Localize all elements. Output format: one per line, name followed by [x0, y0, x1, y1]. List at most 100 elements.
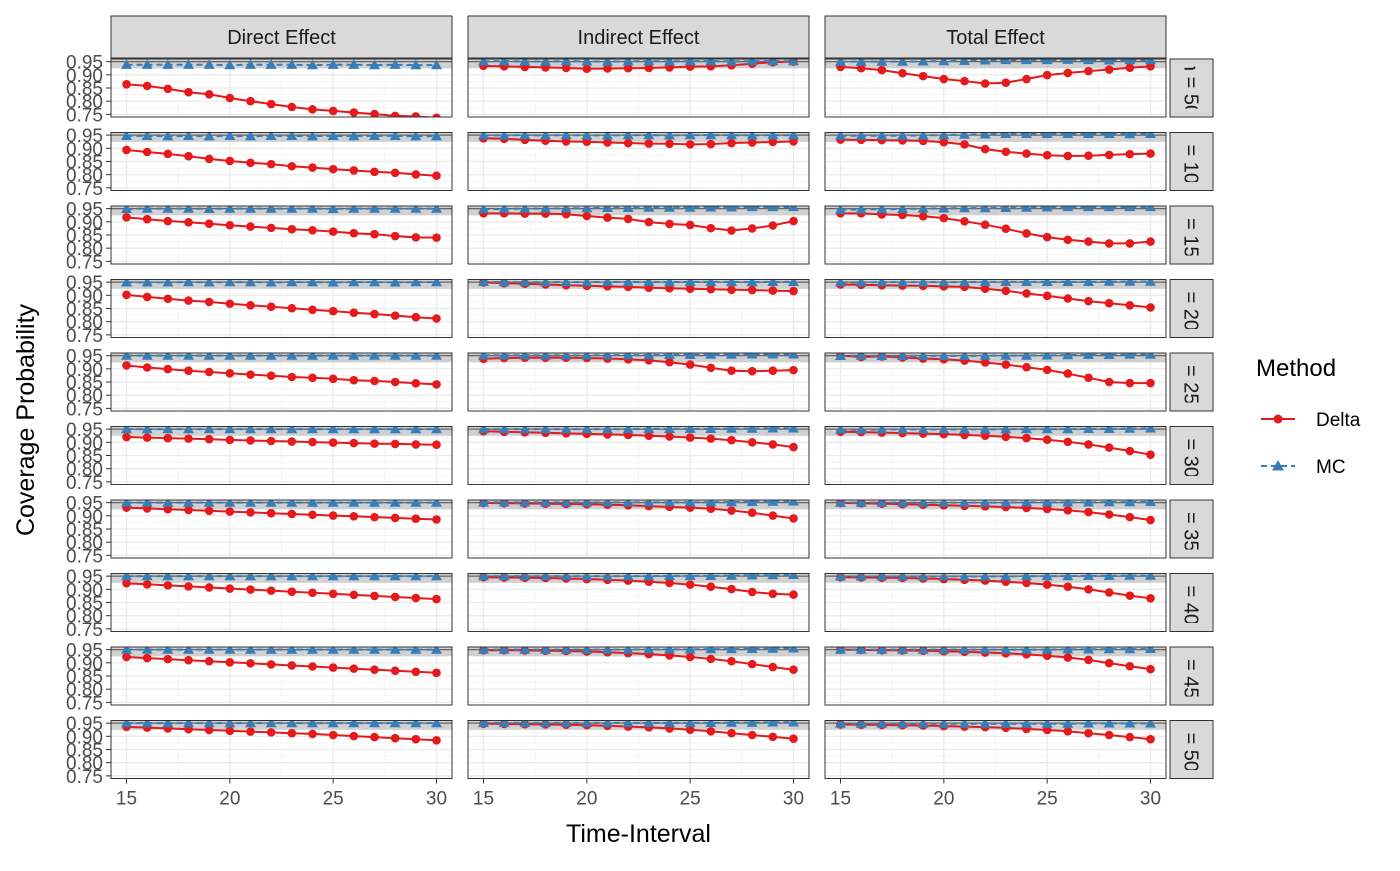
data-point [1002, 287, 1011, 296]
data-point [1084, 297, 1093, 306]
data-point [432, 595, 441, 604]
data-point [267, 224, 276, 233]
data-point [308, 226, 317, 235]
data-point [727, 139, 736, 148]
data-point [727, 436, 736, 445]
y-tick-label: 0.95 [66, 273, 103, 294]
data-point [184, 152, 193, 161]
data-point [1084, 656, 1093, 665]
data-point [1126, 63, 1135, 72]
data-point [748, 224, 757, 233]
data-point [1022, 149, 1031, 158]
facet-strip-right: n = 200 [1170, 275, 1213, 342]
facet-strip-right: n = 450 [1170, 642, 1213, 709]
data-point [267, 371, 276, 380]
data-point [686, 580, 695, 589]
data-point [370, 310, 379, 319]
data-point [226, 299, 235, 308]
data-point [769, 733, 778, 742]
data-point [1002, 360, 1011, 369]
data-point [329, 307, 338, 316]
data-point [1043, 233, 1052, 242]
y-axis: 0.750.800.850.900.95 [66, 494, 111, 568]
data-point [1084, 373, 1093, 382]
data-point [308, 105, 317, 114]
data-point [665, 220, 674, 229]
data-point [1043, 71, 1052, 80]
data-point [288, 373, 297, 382]
data-point [329, 165, 338, 174]
data-point [878, 66, 887, 75]
data-point [707, 655, 716, 664]
data-point [350, 512, 359, 521]
facet-strip-right: n = 150 [1170, 201, 1213, 268]
x-tick-label: 25 [680, 789, 701, 810]
data-point [789, 590, 798, 599]
facet-strip-right: n = 100 [1170, 128, 1213, 195]
y-axis: 0.750.800.850.900.95 [66, 126, 111, 200]
data-point [246, 97, 255, 106]
y-axis: 0.750.800.850.900.95 [66, 273, 111, 347]
data-point [1126, 239, 1135, 248]
data-point [350, 664, 359, 673]
data-point [940, 75, 949, 84]
data-point [122, 213, 131, 222]
data-point [391, 311, 400, 320]
data-point [226, 94, 235, 103]
facet-panel [468, 643, 809, 705]
data-point [1022, 289, 1031, 298]
data-point [789, 287, 798, 296]
data-point [370, 230, 379, 239]
data-point [1105, 443, 1114, 452]
y-tick-label: 0.95 [66, 347, 103, 368]
data-point [122, 290, 131, 299]
y-tick-label: 0.95 [66, 420, 103, 441]
data-point [1146, 450, 1155, 459]
data-point [1064, 369, 1073, 378]
facet-panel [111, 276, 452, 338]
data-point [391, 232, 400, 241]
data-point [122, 146, 131, 155]
data-point [288, 729, 297, 738]
y-axis: 0.750.800.850.900.95 [66, 347, 111, 421]
data-point [1105, 299, 1114, 308]
data-point [1105, 510, 1114, 519]
data-point [940, 214, 949, 223]
x-axis-title: Time-Interval [566, 820, 711, 848]
data-point [370, 665, 379, 674]
data-point [432, 440, 441, 449]
data-point [919, 72, 928, 81]
data-point [164, 217, 173, 226]
data-point [748, 286, 757, 295]
data-point [919, 212, 928, 221]
data-point [624, 215, 633, 224]
data-point [267, 586, 276, 595]
facet-panel [111, 570, 452, 632]
data-point [308, 588, 317, 597]
legend-key-marker [1274, 415, 1283, 424]
data-point [748, 367, 757, 376]
data-point [1064, 235, 1073, 244]
data-point [412, 313, 421, 322]
data-point [226, 584, 235, 593]
data-point [789, 443, 798, 452]
data-point [769, 511, 778, 520]
data-point [288, 661, 297, 670]
data-point [184, 366, 193, 375]
facet-panel [111, 423, 452, 485]
data-point [1126, 447, 1135, 456]
data-point [226, 658, 235, 667]
facet-strip-right: n = 250 [1170, 348, 1213, 415]
data-point [267, 660, 276, 669]
data-point [727, 585, 736, 594]
data-point [665, 140, 674, 149]
y-axis: 0.750.800.850.900.95 [66, 641, 111, 715]
data-point [288, 304, 297, 313]
data-point [960, 140, 969, 149]
data-point [205, 155, 214, 164]
data-point [412, 667, 421, 676]
data-point [707, 434, 716, 443]
legend-label: MC [1316, 457, 1346, 478]
